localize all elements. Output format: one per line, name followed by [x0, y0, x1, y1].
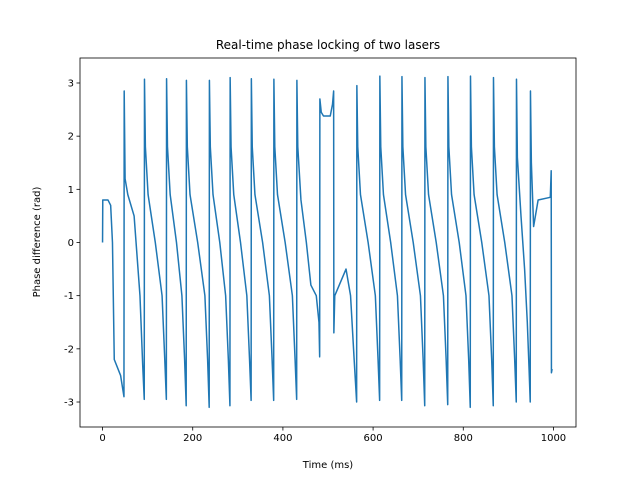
x-tick-label: 200: [183, 433, 202, 444]
y-tick-label: -3: [64, 398, 74, 409]
y-tick-label: 1: [68, 185, 74, 196]
y-tick-label: -2: [64, 344, 74, 355]
x-tick-label: 0: [99, 433, 105, 444]
x-tick-label: 600: [364, 433, 383, 444]
y-axis-label: Phase difference (rad): [32, 187, 43, 298]
x-axis-label: Time (ms): [302, 460, 354, 471]
y-tick-label: -1: [64, 291, 74, 302]
data-line: [101, 75, 553, 409]
plot-frame: [79, 57, 577, 428]
y-tick-label: 3: [68, 78, 74, 89]
chart-title: Real-time phase locking of two lasers: [216, 38, 440, 52]
x-tick-label: 400: [273, 433, 292, 444]
x-tick-label: 800: [454, 433, 473, 444]
y-tick-label: 2: [68, 132, 74, 143]
x-tick-label: 1000: [541, 433, 566, 444]
y-tick-label: 0: [68, 238, 74, 249]
